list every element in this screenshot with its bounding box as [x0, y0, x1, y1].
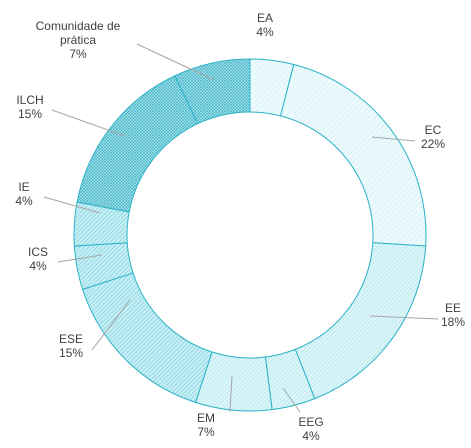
leader-line-ics [57, 254, 103, 263]
data-label-ese: ESE 15% [59, 332, 83, 360]
donut-slices [73, 58, 427, 412]
slice-ese [81, 272, 213, 404]
leader-line-ie [43, 196, 101, 214]
data-label-eeg: EEG 4% [298, 415, 323, 443]
data-label-comunidade-de-pratica: Comunidade de prática 7% [36, 19, 121, 61]
slice-ilch [76, 75, 199, 213]
slice-comunidade-de-pratica [174, 58, 251, 125]
slice-ec [279, 63, 427, 247]
data-labels: EA 4% EC 22% EE 18% EEG 4% EM 7% ESE 15% ICS 4% IE 4% IL… [15, 11, 465, 443]
data-label-ea: EA 4% [256, 11, 274, 39]
data-label-em: EM 7% [197, 411, 215, 439]
leader-line-ilch [51, 109, 126, 137]
leader-line-em [229, 375, 233, 413]
data-label-ics: ICS 4% [28, 245, 48, 273]
data-label-ec: EC 22% [421, 123, 445, 151]
leader-line-ec [371, 136, 416, 142]
leader-line-comunidade-de-pratica [136, 43, 215, 81]
leader-line-ee [369, 315, 439, 320]
slice-ee [294, 242, 427, 400]
label-leader-lines [43, 43, 439, 413]
data-label-ie: IE 4% [15, 180, 33, 208]
data-label-ee: EE 18% [441, 301, 465, 329]
leader-line-ese [91, 299, 131, 351]
leader-line-eeg [282, 387, 301, 413]
data-label-ilch: ILCH 15% [16, 93, 43, 121]
